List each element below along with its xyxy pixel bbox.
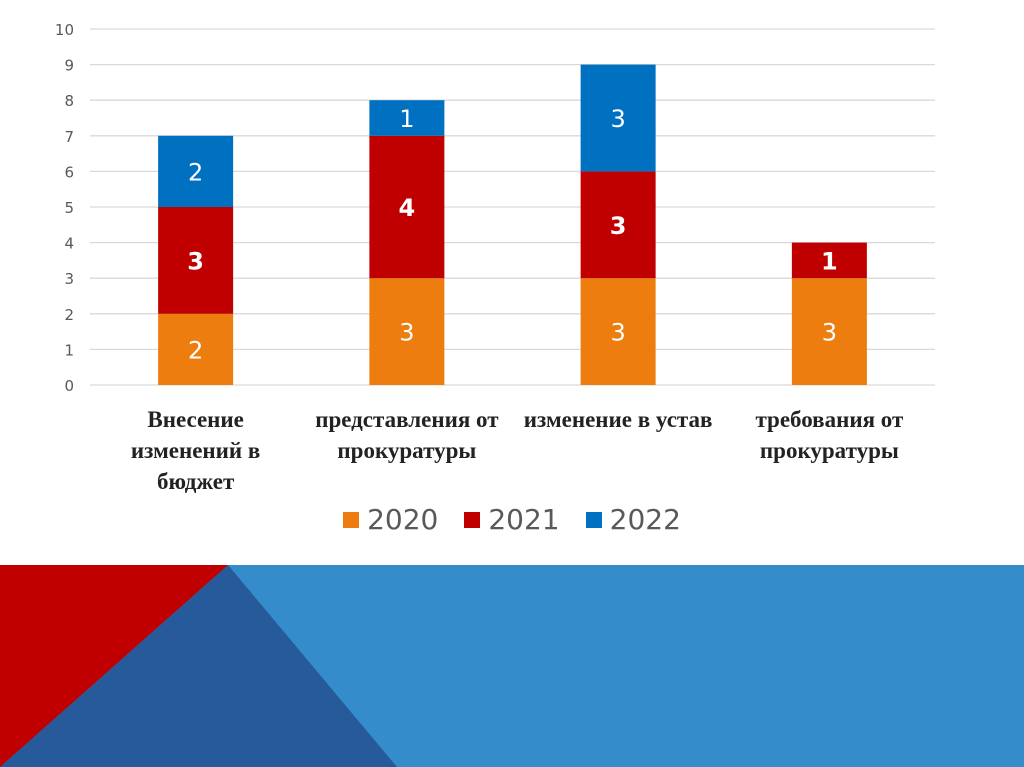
y-tick-label: 9 [64,57,74,75]
legend-label: 2020 [367,503,439,536]
y-tick-label: 5 [64,199,74,217]
data-label: 3 [610,212,627,240]
data-label: 2 [188,336,203,364]
y-tick-label: 1 [64,341,74,359]
bar-segment-2021 [791,242,867,279]
decorative-band [0,565,1024,767]
y-tick-label: 0 [64,377,74,395]
bar-segment-2022 [158,135,234,207]
legend: 2020 2021 2022 [0,503,1024,536]
bar-segment-2020 [791,278,867,385]
legend-swatch [585,511,602,528]
y-tick-label: 2 [64,306,74,324]
legend-item: 2022 [585,503,681,536]
legend-item: 2020 [343,503,438,536]
category-label: представления от прокуратуры [315,407,499,463]
y-tick-label: 4 [64,235,74,253]
bar-segment-2020 [158,313,234,385]
bar-segment-2021 [158,207,234,314]
data-label: 3 [822,319,837,347]
y-tick-label: 3 [64,270,74,288]
bar-segment-2020 [369,278,445,385]
band-red-triangle [0,565,228,767]
bar-segment-2022 [369,100,445,136]
data-label: 3 [399,319,414,347]
legend-label: 2021 [488,503,560,536]
bar-segment-2020 [580,278,656,385]
data-label: 3 [610,105,625,133]
data-label: 1 [399,105,414,133]
data-label: 1 [821,247,838,275]
data-label: 3 [187,247,204,275]
data-label: 3 [610,319,625,347]
y-tick-label: 8 [64,92,74,110]
legend-label: 2022 [609,503,681,536]
category-label: требования от прокуратуры [755,407,904,463]
data-label: 2 [188,158,203,186]
legend-swatch [343,511,360,528]
band-dark-blue-triangle [0,565,397,767]
y-tick-label: 10 [55,21,74,39]
category-label: Внесение изменений в бюджет [130,407,261,494]
legend-swatch [464,511,481,528]
bar-segment-2021 [580,171,656,279]
y-tick-label: 6 [64,163,74,181]
data-label: 4 [399,194,416,222]
bar-segment-2021 [369,135,445,279]
legend-item: 2021 [464,503,560,536]
y-tick-label: 7 [64,128,74,146]
category-label: изменение в устав [523,407,713,432]
stacked-bar-chart: 0 1 2 3 4 5 6 7 8 9 10 2 3 2 3 4 1 3 3 3 3 1 [55,21,935,395]
bar-segment-2022 [580,64,656,172]
